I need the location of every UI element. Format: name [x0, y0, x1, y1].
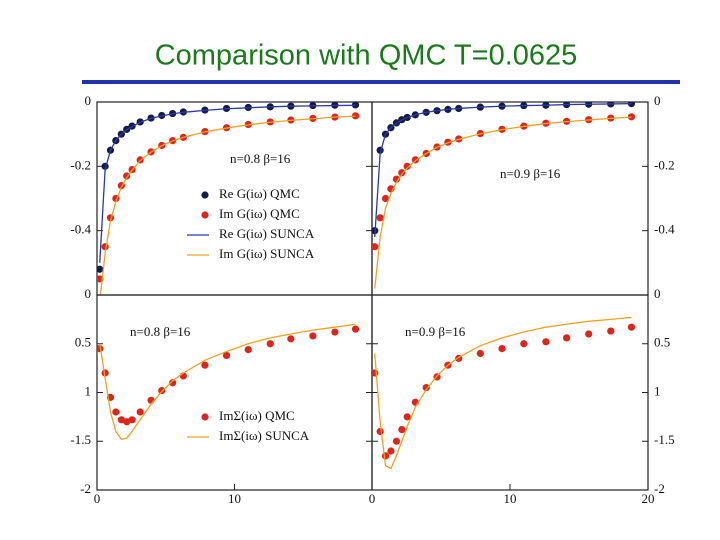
marker — [520, 340, 528, 348]
marker — [476, 349, 484, 358]
series-line — [374, 316, 632, 470]
plot-area — [97, 323, 360, 441]
marker — [372, 243, 379, 251]
y-tick-label: 0.5 — [75, 335, 91, 350]
slide-title: Comparison with QMC T=0.0625 — [155, 40, 578, 72]
marker — [128, 416, 136, 424]
marker — [331, 328, 339, 336]
marker — [607, 327, 615, 335]
marker — [403, 413, 411, 421]
x-tick-label: 20 — [642, 491, 655, 506]
marker — [372, 369, 379, 377]
marker — [287, 335, 295, 343]
marker — [627, 113, 636, 121]
marker — [351, 112, 360, 120]
panel-frame — [371, 101, 649, 296]
marker — [585, 330, 593, 338]
legend-marker — [201, 413, 209, 421]
legend-label: ImΣ(iω) SUNCA — [219, 428, 310, 443]
series-line — [374, 116, 632, 289]
marker — [403, 162, 411, 170]
series-line — [99, 115, 356, 295]
legend-label: Im G(iω) QMC — [219, 206, 300, 221]
marker — [351, 325, 360, 333]
y-tick-label: 0 — [654, 93, 661, 108]
series-line — [99, 323, 356, 441]
legend-marker — [201, 211, 209, 219]
marker — [422, 384, 430, 392]
plot-area — [372, 102, 636, 289]
marker — [376, 214, 384, 222]
series-line — [374, 102, 632, 238]
marker — [266, 340, 274, 348]
series-line — [99, 104, 356, 263]
y-tick-label: -0.2 — [70, 157, 91, 172]
annotation: n=0.8 β=16 — [230, 151, 291, 166]
marker — [97, 265, 104, 273]
y-tick-label: -0.4 — [70, 222, 91, 237]
x-tick-label: 10 — [504, 491, 517, 506]
annotation: n=0.8 β=16 — [130, 324, 191, 339]
marker — [112, 408, 120, 416]
marker — [542, 338, 550, 346]
legend-marker — [201, 191, 209, 199]
marker — [101, 369, 109, 377]
y-tick-label: -2 — [654, 481, 665, 496]
y-tick-label: 0 — [85, 286, 92, 301]
marker — [201, 361, 209, 369]
marker — [585, 102, 593, 108]
marker — [498, 345, 506, 353]
legend-label: Im G(iω) SUNCA — [219, 246, 315, 261]
marker — [244, 346, 252, 354]
y-tick-label: 1 — [85, 383, 92, 398]
y-tick-label: 0 — [654, 286, 661, 301]
x-tick-label: 10 — [228, 491, 241, 506]
marker — [392, 175, 401, 183]
panel: 0 -0.2 -0.4 0 n=0.8 β=16 Re G(iω) QMC Im G(iω)… — [70, 93, 373, 301]
marker — [381, 452, 390, 460]
panel: 0 -0.2 -0.4 0 n=0.9 β=16 — [371, 93, 675, 301]
legend-label: ImΣ(iω) QMC — [219, 408, 295, 423]
marker — [136, 408, 144, 416]
title-rule — [82, 80, 680, 84]
y-tick-label: 1 — [654, 383, 661, 398]
marker — [222, 351, 231, 360]
marker — [398, 425, 406, 434]
marker — [562, 334, 571, 342]
marker — [158, 386, 166, 395]
y-tick-label: -0.4 — [654, 222, 675, 237]
annotation: n=0.9 β=16 — [405, 324, 466, 339]
y-tick-label: -1.5 — [654, 432, 675, 447]
y-tick-label: -1.5 — [70, 432, 91, 447]
y-tick-label: -0.2 — [654, 157, 675, 172]
y-tick-label: 0 — [85, 93, 92, 108]
x-tick-label: 0 — [369, 491, 376, 506]
marker — [398, 169, 406, 177]
marker — [309, 332, 317, 340]
legend-label: Re G(iω) SUNCA — [219, 226, 315, 241]
marker — [169, 379, 177, 387]
marker — [376, 427, 384, 436]
marker — [627, 323, 636, 331]
x-tick-label: 0 — [94, 491, 101, 506]
legend-label: Re G(iω) QMC — [219, 186, 300, 201]
marker — [381, 194, 390, 203]
plot-area — [372, 316, 636, 470]
marker — [387, 447, 395, 455]
plot-area — [97, 102, 360, 295]
panel: 0.5 1 -1.5 -2 0 10 20 n=0.9 β=16 — [369, 294, 675, 506]
annotation: n=0.9 β=16 — [500, 166, 561, 181]
y-tick-label: -2 — [80, 481, 91, 496]
y-tick-label: 0.5 — [654, 335, 670, 350]
marker — [392, 437, 401, 445]
